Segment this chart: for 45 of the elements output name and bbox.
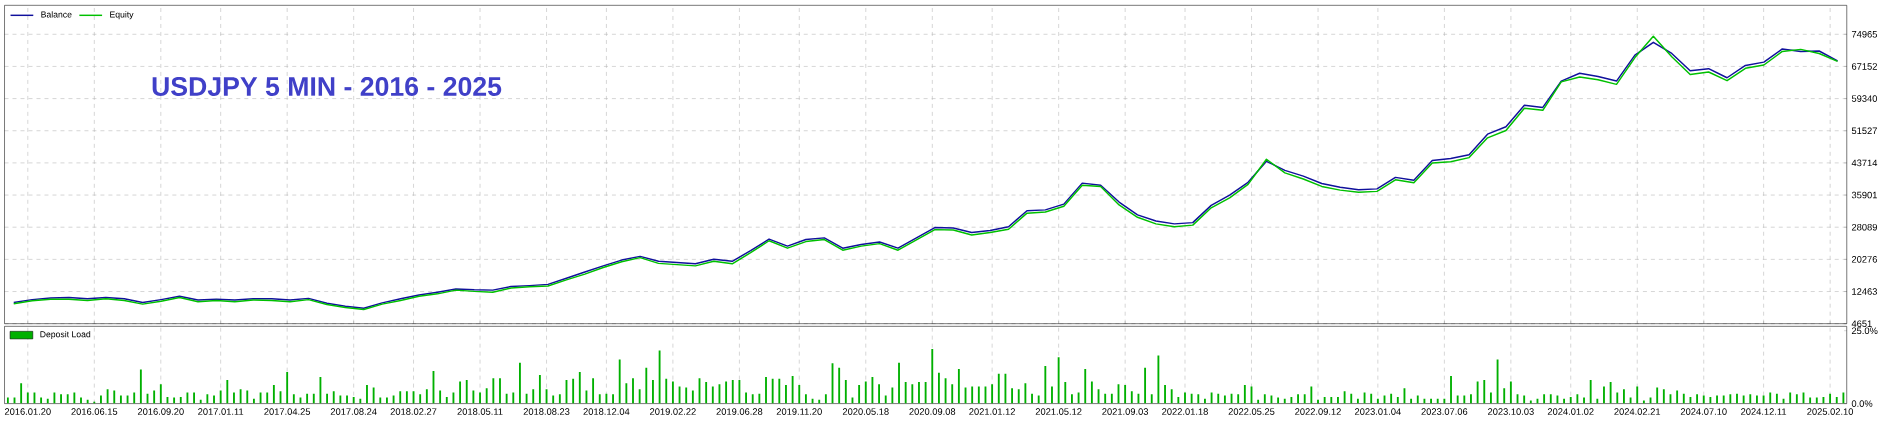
x-tick-label: 2016.01.20 <box>4 408 51 415</box>
y-tick-label: 43714 <box>1851 159 1878 167</box>
x-tick-label: 2019.06.28 <box>716 408 763 415</box>
x-tick-label: 2024.02.21 <box>1614 408 1661 415</box>
y-tick-label: 51527 <box>1851 127 1877 134</box>
x-tick-label: 2017.01.11 <box>198 408 244 415</box>
y-tick-label: 0.0% <box>1851 400 1873 407</box>
x-tick-label: 2019.11.20 <box>776 408 822 415</box>
x-tick-label: 2018.05.11 <box>457 408 503 415</box>
legend-label: Deposit Load <box>40 330 91 339</box>
x-tick-label: 2018.08.23 <box>523 408 570 415</box>
x-tick-label: 2021.09.03 <box>1102 408 1149 415</box>
x-tick-label: 2016.06.15 <box>71 408 118 415</box>
y-tick-label: 67152 <box>1851 63 1877 70</box>
x-tick-label: 2017.04.25 <box>264 408 311 415</box>
x-tick-label: 2021.05.12 <box>1035 408 1082 415</box>
x-tick-label: 2019.02.22 <box>650 408 696 415</box>
x-tick-label: 2023.01.04 <box>1354 408 1401 415</box>
x-tick-label: 2016.09.20 <box>137 408 184 415</box>
x-tick-label: 2022.09.12 <box>1295 408 1341 415</box>
y-tick-label: 74965 <box>1851 30 1877 38</box>
y-tick-label: 12463 <box>1852 288 1877 295</box>
y-tick-label: 4651 <box>1851 320 1872 327</box>
x-tick-label: 2021.01.12 <box>969 408 1015 415</box>
y-tick-label: 59340 <box>1851 95 1878 102</box>
y-tick-label: 35901 <box>1851 191 1877 199</box>
x-tick-label: 2024.12.11 <box>1741 408 1787 415</box>
x-tick-label: 2023.07.06 <box>1421 408 1468 415</box>
x-tick-label: 2022.01.18 <box>1162 408 1208 415</box>
x-tick-label: 2025.02.10 <box>1807 408 1854 415</box>
x-tick-label: 2020.05.18 <box>842 408 889 415</box>
x-tick-label: 2018.02.27 <box>390 408 437 415</box>
x-tick-label: 2024.07.10 <box>1680 408 1727 415</box>
y-tick-label: 28089 <box>1851 223 1877 231</box>
x-tick-label: 2024.01.02 <box>1547 408 1594 415</box>
text: USDJPY 5 MIN - 2016 - 2025 <box>152 76 502 96</box>
x-tick-label: 2023.10.03 <box>1488 408 1534 415</box>
x-tick-label: 2018.12.04 <box>583 408 630 415</box>
x-tick-label: 2022.05.25 <box>1228 408 1275 415</box>
x-tick-label: 2017.08.24 <box>330 408 377 415</box>
y-tick-label: 20276 <box>1851 255 1877 263</box>
x-tick-label: 2020.09.08 <box>909 408 956 415</box>
y-tick-label: 25.0% <box>1851 327 1878 334</box>
legend-label: Equity <box>110 11 134 20</box>
legend-label: Balance <box>41 11 72 18</box>
